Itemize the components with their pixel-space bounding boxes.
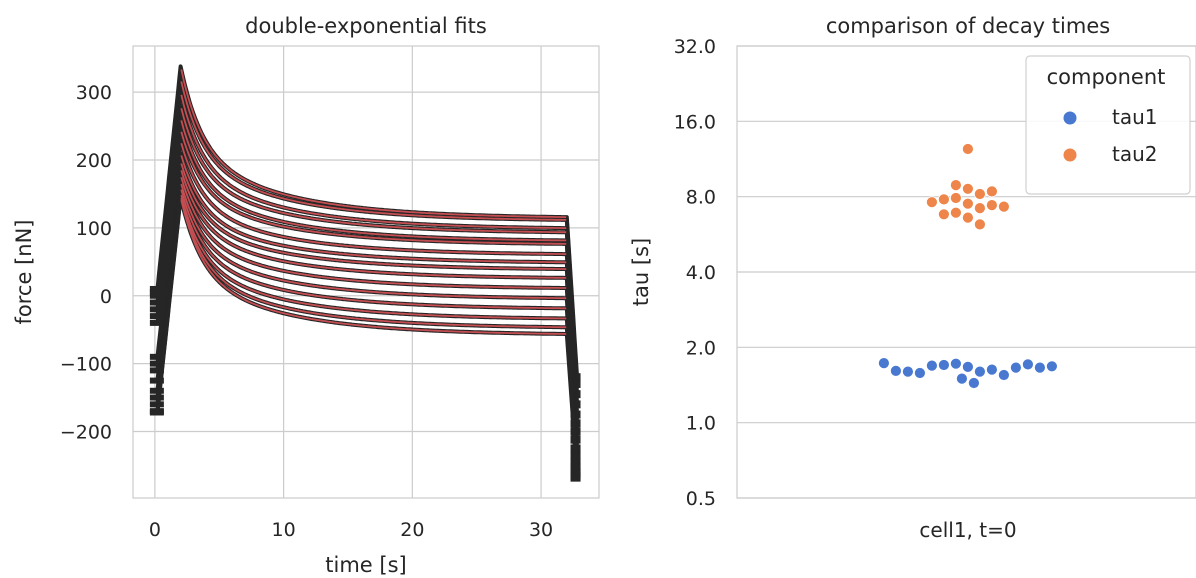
fit-curve-6 bbox=[180, 131, 567, 245]
tau1-point bbox=[926, 359, 938, 372]
right-y-axis-label: tau [s] bbox=[629, 238, 653, 306]
tau1-point bbox=[950, 357, 962, 370]
legend-title: component bbox=[1047, 65, 1166, 89]
tau2-point bbox=[974, 202, 986, 215]
fit-curve-11 bbox=[180, 176, 567, 289]
tau1-point bbox=[956, 372, 968, 385]
left-x-axis-label: time [s] bbox=[325, 553, 406, 577]
right-y-tick-label: 8.0 bbox=[686, 187, 716, 209]
legend-label-tau1: tau1 bbox=[1112, 105, 1158, 129]
fit-curve-5 bbox=[180, 120, 567, 242]
tau1-point bbox=[902, 365, 914, 378]
baseline-marker-7 bbox=[149, 319, 164, 326]
left-y-tick-label: 0 bbox=[100, 286, 112, 308]
tau2-point bbox=[974, 188, 986, 200]
left-x-tick-label: 30 bbox=[529, 519, 553, 541]
baseline-marker-16 bbox=[149, 409, 164, 416]
tau1-point bbox=[986, 363, 998, 376]
right-swarm-points bbox=[878, 143, 1058, 389]
tau1-point bbox=[938, 359, 950, 371]
left-fit-curves bbox=[180, 69, 567, 335]
left-y-tick-label: 100 bbox=[76, 218, 112, 240]
right-y-tick-label: 16.0 bbox=[674, 111, 716, 133]
fit-curve-14 bbox=[180, 194, 567, 320]
right-y-tick-label: 1.0 bbox=[686, 413, 716, 435]
left-x-tick-label: 0 bbox=[149, 519, 161, 541]
tau1-point bbox=[890, 364, 902, 377]
fit-curve-4 bbox=[180, 108, 567, 234]
tau2-point bbox=[950, 179, 962, 192]
right-y-tick-label: 4.0 bbox=[686, 262, 716, 284]
tau2-point bbox=[962, 197, 974, 210]
fit-curve-8 bbox=[180, 155, 567, 264]
tau2-point bbox=[962, 211, 974, 224]
left-x-tick-label: 20 bbox=[400, 519, 424, 541]
tau2-point bbox=[998, 200, 1010, 213]
tau2-point bbox=[950, 206, 962, 219]
tau2-point bbox=[926, 196, 938, 209]
tau2-point bbox=[986, 199, 998, 212]
tau1-point bbox=[1046, 360, 1058, 373]
tau1-point bbox=[962, 360, 974, 373]
fit-curve-13 bbox=[180, 189, 567, 310]
right-tick-labels: 0.5 1.0 2.0 4.0 8.0 16.0 32.0 bbox=[674, 36, 716, 510]
fit-curve-1 bbox=[180, 69, 567, 218]
left-y-tick-label: 300 bbox=[76, 82, 112, 104]
left-chart-panel: 0 10 20 30 −200 −100 0 100 200 300 double-exponen… bbox=[12, 14, 600, 577]
left-chart-title: double-exponential fits bbox=[245, 14, 487, 38]
end-marker-16 bbox=[570, 473, 581, 482]
legend-marker-tau1 bbox=[1062, 110, 1078, 126]
fit-curve-2 bbox=[180, 81, 567, 221]
tau2-point bbox=[938, 208, 950, 221]
legend-marker-tau2 bbox=[1062, 147, 1078, 163]
right-y-tick-label: 0.5 bbox=[686, 488, 716, 510]
tau2-point bbox=[938, 193, 950, 206]
left-y-axis-label: force [nN] bbox=[12, 220, 36, 325]
left-y-tick-label: −100 bbox=[60, 354, 112, 376]
fit-curve-10 bbox=[180, 170, 567, 279]
right-x-category-label: cell1, t=0 bbox=[919, 518, 1016, 542]
tau1-point bbox=[968, 377, 980, 389]
right-chart-panel: 0.5 1.0 2.0 4.0 8.0 16.0 32.0 comparison of de… bbox=[629, 14, 1196, 542]
tau1-point bbox=[974, 365, 986, 378]
left-tick-labels: 0 10 20 30 −200 −100 0 100 200 300 bbox=[60, 82, 553, 541]
right-y-tick-label: 32.0 bbox=[674, 36, 716, 58]
tau1-point bbox=[878, 357, 890, 370]
left-x-tick-label: 10 bbox=[272, 519, 296, 541]
left-y-tick-label: 200 bbox=[76, 150, 112, 172]
tau2-point bbox=[950, 192, 962, 204]
fit-curve-12 bbox=[180, 183, 567, 300]
legend-label-tau2: tau2 bbox=[1112, 142, 1158, 166]
right-chart-title: comparison of decay times bbox=[826, 14, 1110, 38]
tau1-point bbox=[1022, 358, 1034, 371]
tau1-point bbox=[914, 367, 926, 379]
legend: component tau1 tau2 bbox=[1025, 55, 1191, 195]
right-y-tick-label: 2.0 bbox=[686, 337, 716, 359]
fit-curve-3 bbox=[180, 94, 567, 229]
fit-curve-9 bbox=[180, 163, 567, 270]
tau2-point bbox=[986, 185, 998, 198]
tau2-point bbox=[962, 182, 974, 195]
tau2-point bbox=[962, 143, 974, 155]
fit-curve-16 bbox=[180, 199, 567, 335]
tau1-point bbox=[998, 369, 1010, 381]
tau1-point bbox=[1010, 361, 1022, 374]
left-y-tick-label: −200 bbox=[60, 421, 112, 443]
fit-curve-7 bbox=[180, 143, 567, 255]
tau1-point bbox=[1034, 361, 1046, 374]
fit-curve-15 bbox=[180, 197, 567, 329]
tau2-point bbox=[974, 218, 986, 231]
